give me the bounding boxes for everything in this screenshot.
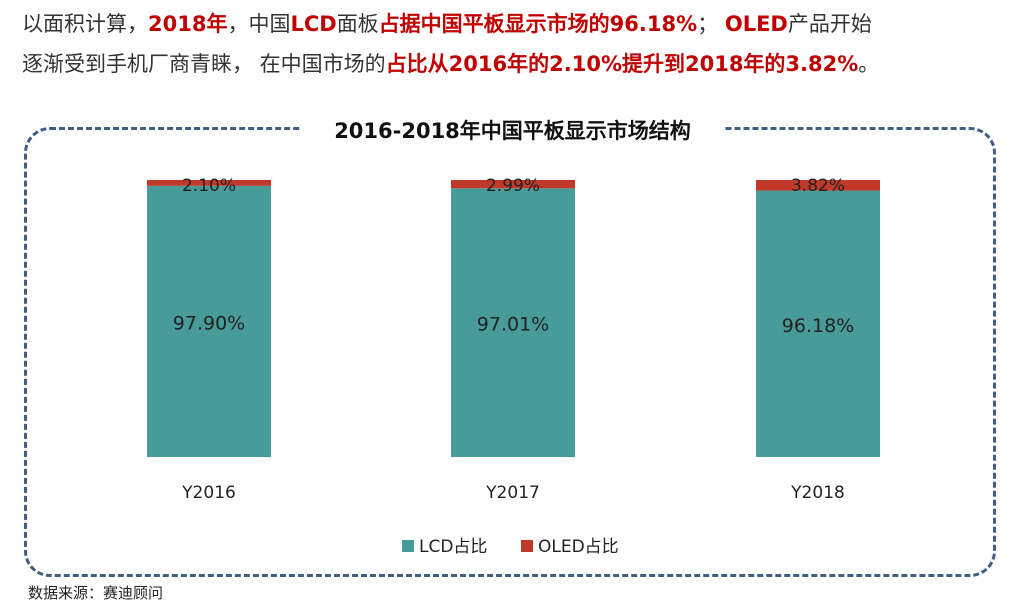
bar-oled-y2017: [451, 180, 575, 189]
intro-line1-segment-8: 产品开始: [787, 12, 872, 36]
intro-line1-segment-7: OLED: [724, 12, 788, 36]
x-tick-label-y2017: Y2017: [485, 483, 540, 503]
intro-line1-segment-5: 占据中国平板显示市场的96.18%: [378, 12, 698, 36]
data-label-oled-y2016: 2.10%: [182, 176, 236, 196]
chart-title: 2016-2018年中国平板显示市场结构: [300, 114, 725, 148]
intro-line1-segment-6: ；: [697, 12, 725, 36]
data-label-lcd-y2018: 96.18%: [782, 315, 854, 337]
x-tick-label-y2016: Y2016: [181, 483, 236, 503]
bar-lcd-y2016: [147, 185, 271, 457]
bar-oled-y2018: [756, 180, 880, 191]
intro-line-1: 以面积计算，2018年，中国LCD面板占据中国平板显示市场的96.18%； OL…: [22, 4, 997, 44]
bar-oled-y2016: [147, 180, 271, 186]
intro-line1-segment-1: 2018年: [148, 12, 228, 36]
data-label-lcd-y2016: 97.90%: [173, 312, 245, 334]
intro-line-2: 逐渐受到手机厂商青睐， 在中国市场的占比从2016年的2.10%提升到2018年…: [22, 44, 997, 84]
bar-lcd-y2018: [756, 190, 880, 457]
intro-line2-segment-2: 。: [858, 52, 880, 76]
legend-label-lcd: LCD占比: [419, 537, 487, 557]
intro-line1-segment-2: ，中国: [227, 12, 291, 36]
data-source: 数据来源：赛迪顾问: [28, 584, 164, 602]
intro-text: 以面积计算，2018年，中国LCD面板占据中国平板显示市场的96.18%； OL…: [22, 4, 997, 84]
intro-line1-segment-3: LCD: [290, 12, 337, 36]
legend-swatch-lcd: [402, 540, 414, 552]
legend-label-oled: OLED占比: [538, 537, 619, 557]
bar-lcd-y2017: [451, 188, 575, 458]
x-tick-label-y2018: Y2018: [790, 483, 845, 503]
intro-line1-segment-0: 以面积计算，: [22, 12, 148, 36]
intro-line2-segment-1: 占比从2016年的2.10%提升到2018年的3.82%: [385, 52, 859, 76]
intro-line2-segment-0: 逐渐受到手机厂商青睐， 在中国市场的: [22, 52, 386, 76]
data-label-oled-y2017: 2.99%: [486, 176, 540, 196]
data-label-oled-y2018: 3.82%: [791, 176, 845, 196]
legend-swatch-oled: [521, 540, 533, 552]
intro-line1-segment-4: 面板: [336, 12, 379, 36]
data-label-lcd-y2017: 97.01%: [477, 314, 549, 336]
